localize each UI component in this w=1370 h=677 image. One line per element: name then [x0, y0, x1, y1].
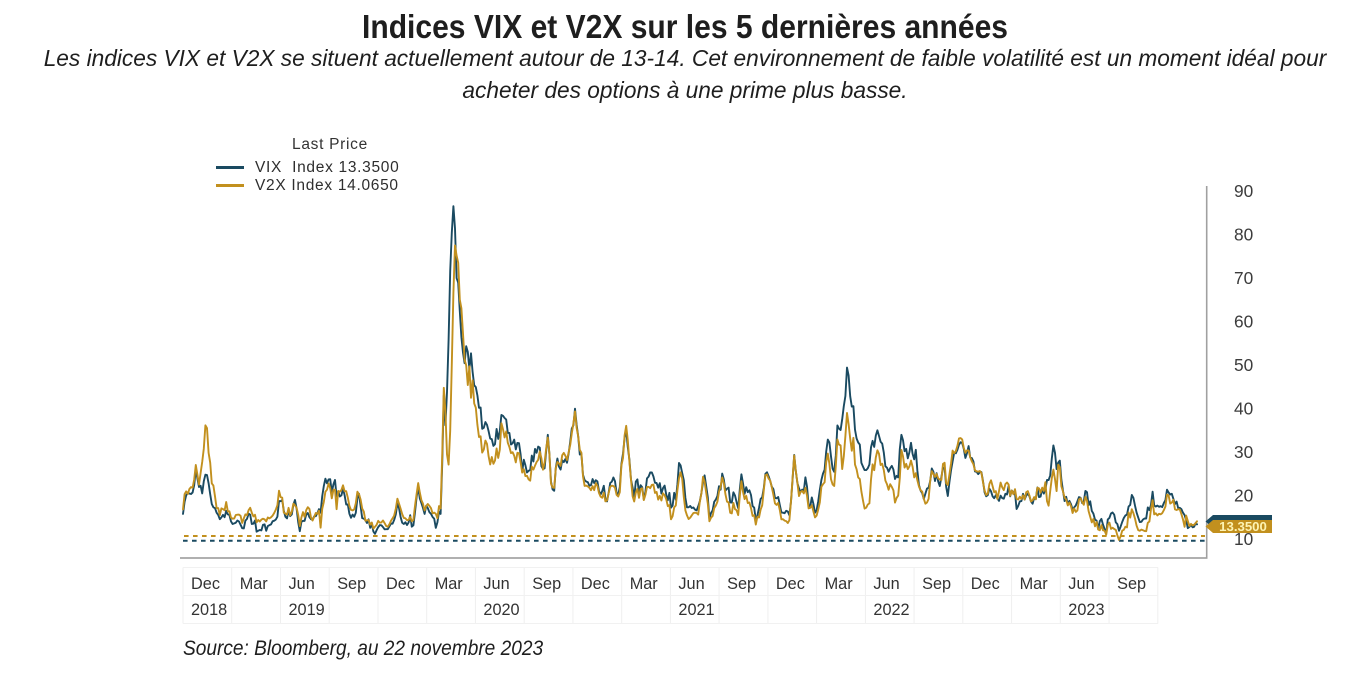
svg-text:Dec: Dec	[191, 575, 220, 593]
svg-text:Dec: Dec	[386, 575, 415, 593]
svg-text:Sep: Sep	[337, 575, 366, 593]
svg-text:Mar: Mar	[1020, 575, 1049, 593]
svg-text:80: 80	[1234, 225, 1253, 245]
svg-text:Sep: Sep	[727, 575, 756, 593]
svg-text:2020: 2020	[483, 601, 519, 619]
svg-text:70: 70	[1234, 268, 1253, 288]
svg-text:Mar: Mar	[240, 575, 269, 593]
svg-text:Dec: Dec	[776, 575, 805, 593]
svg-text:Sep: Sep	[532, 575, 561, 593]
svg-text:Jun: Jun	[1068, 575, 1094, 593]
svg-text:2018: 2018	[191, 601, 227, 619]
svg-text:13.3500: 13.3500	[1219, 519, 1267, 534]
svg-text:Dec: Dec	[971, 575, 1000, 593]
svg-text:Jun: Jun	[873, 575, 899, 593]
svg-text:20: 20	[1234, 486, 1253, 506]
svg-text:40: 40	[1234, 399, 1253, 419]
svg-text:Mar: Mar	[825, 575, 854, 593]
svg-text:Jun: Jun	[678, 575, 704, 593]
svg-text:Sep: Sep	[922, 575, 951, 593]
svg-text:2021: 2021	[678, 601, 714, 619]
svg-text:2022: 2022	[873, 601, 909, 619]
svg-text:30: 30	[1234, 442, 1253, 462]
svg-text:Dec: Dec	[581, 575, 610, 593]
svg-text:2019: 2019	[289, 601, 325, 619]
svg-text:10: 10	[1234, 529, 1253, 549]
svg-text:60: 60	[1234, 312, 1253, 332]
svg-text:Jun: Jun	[289, 575, 315, 593]
svg-text:90: 90	[1234, 181, 1253, 201]
svg-text:Mar: Mar	[630, 575, 659, 593]
svg-text:2023: 2023	[1068, 601, 1104, 619]
svg-text:Sep: Sep	[1117, 575, 1146, 593]
svg-text:Jun: Jun	[483, 575, 509, 593]
svg-text:50: 50	[1234, 355, 1253, 375]
svg-text:Mar: Mar	[435, 575, 464, 593]
